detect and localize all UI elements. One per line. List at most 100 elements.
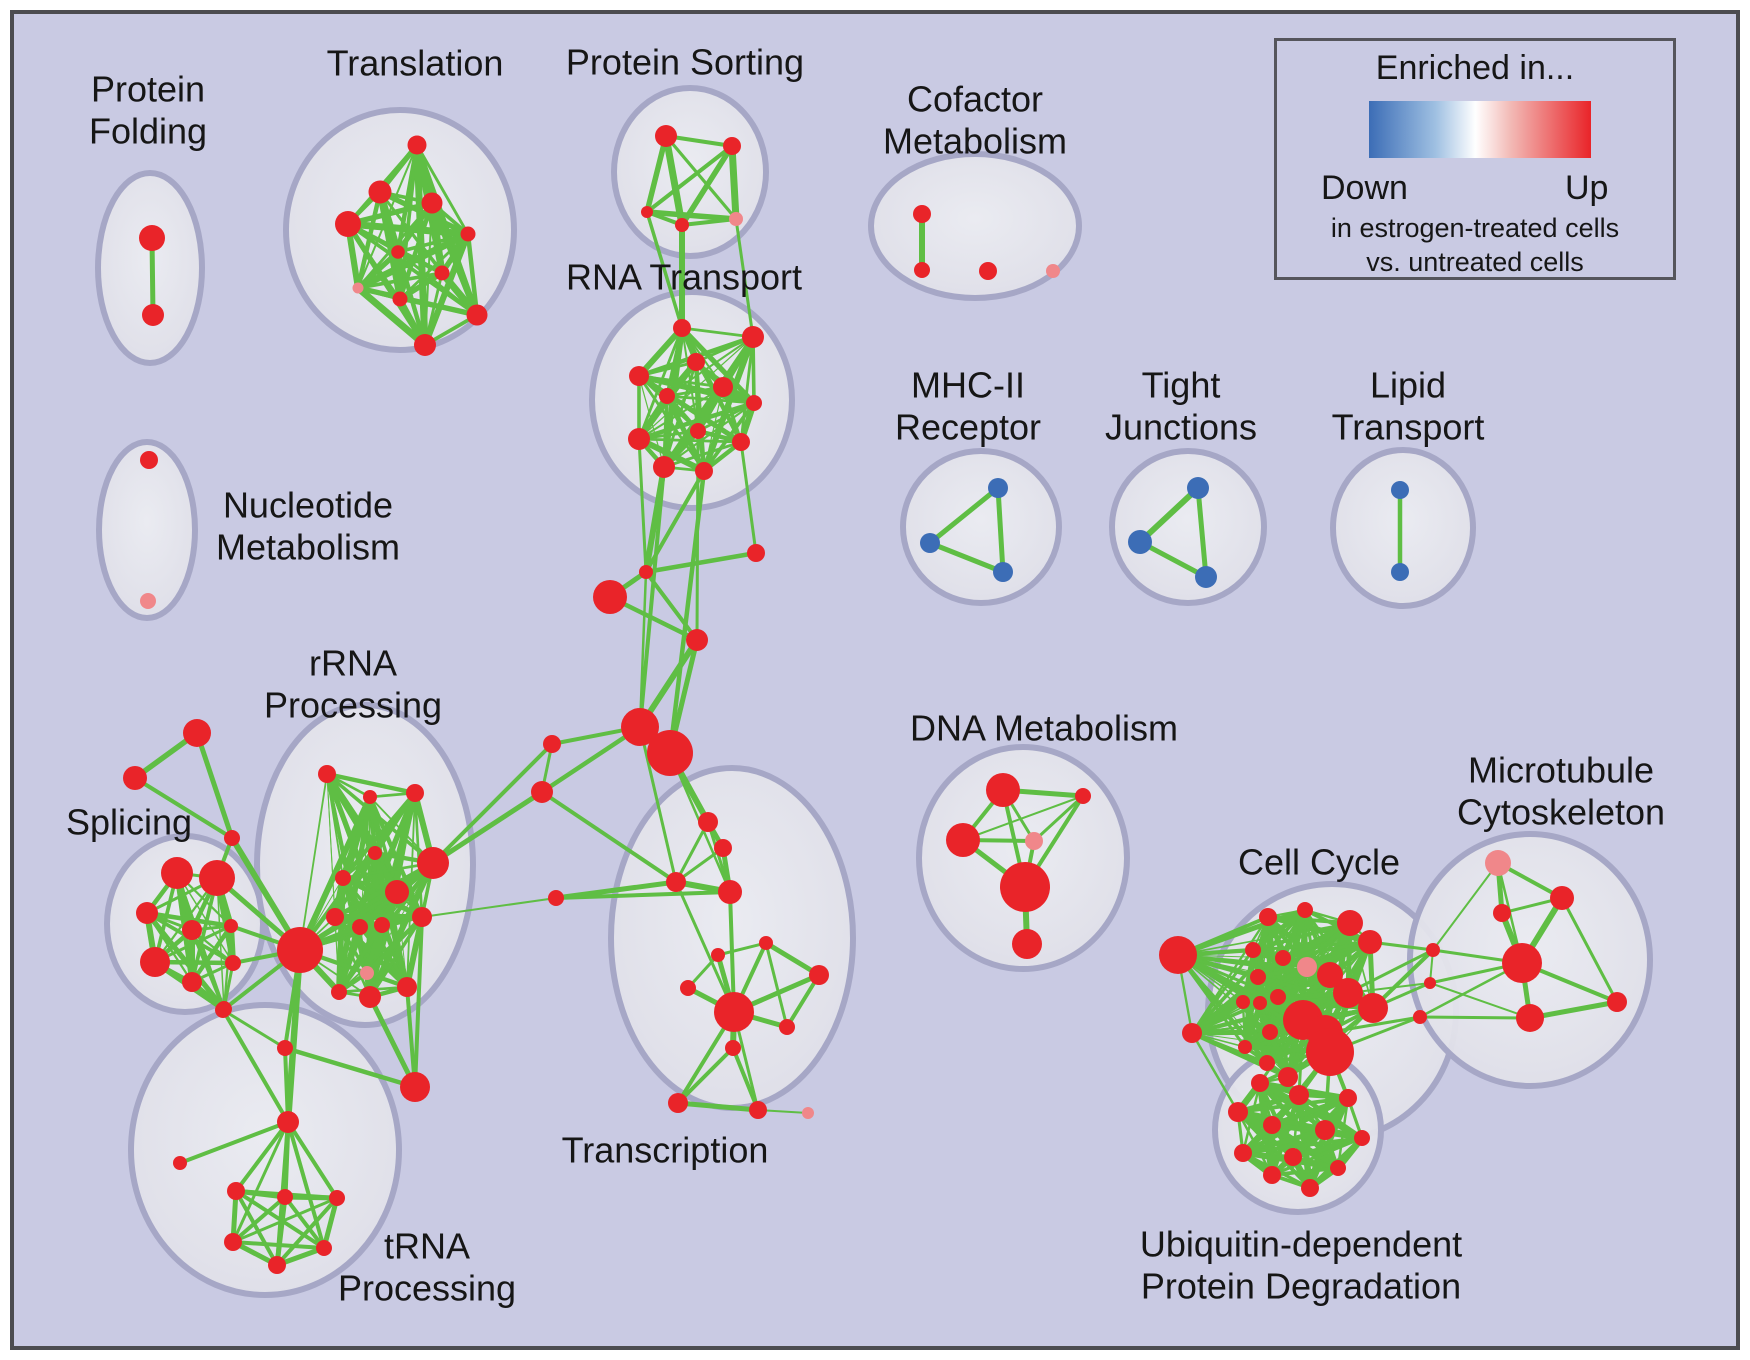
edge-link (194, 730, 235, 841)
cluster-microtubule-cytoskeleton-label: Microtubule (1468, 750, 1654, 791)
edge-rna-transport (751, 335, 756, 405)
edge-link (739, 440, 758, 555)
node-rna-transport (628, 428, 650, 450)
edge-ubiquitin-degradation (1270, 1136, 1364, 1177)
node-connector (593, 580, 627, 614)
node-connector (183, 719, 211, 747)
node-ubiquitin-degradation (1263, 1166, 1281, 1184)
node-dna-metabolism (946, 823, 980, 857)
node-trna-processing (316, 1240, 332, 1256)
edge-translation (398, 232, 470, 301)
node-connector (123, 766, 147, 790)
node-protein-sorting (729, 212, 743, 226)
node-ubiquitin-degradation (1251, 1074, 1269, 1092)
edge-link (413, 915, 424, 1089)
edge-protein-sorting (664, 134, 738, 221)
edge-link (1190, 1031, 1240, 1114)
edge-trna-processing (234, 1189, 279, 1267)
node-splicing (199, 860, 235, 896)
node-rrna-processing (374, 917, 390, 933)
cluster-protein-sorting-ellipse (611, 85, 769, 259)
node-ubiquitin-degradation (1228, 1102, 1248, 1122)
edge-mhc-ii-receptor (927, 485, 1001, 546)
edge-rrna-processing (381, 924, 408, 988)
edge-trna-processing (231, 1195, 287, 1244)
node-transcription (680, 980, 696, 996)
node-cell-cycle (1270, 989, 1286, 1005)
node-cell-cycle (1358, 930, 1382, 954)
edge-trna-processing (178, 1120, 290, 1165)
node-rna-transport (659, 388, 675, 404)
edge-protein-sorting (644, 133, 669, 215)
node-cofactor-metabolism (979, 262, 997, 280)
node-cell-cycle (1262, 1024, 1278, 1040)
node-protein-sorting (641, 206, 653, 218)
edge-link (367, 994, 418, 1090)
cluster-rna-transport-label: RNA Transport (566, 257, 802, 298)
node-cell-cycle (1333, 978, 1363, 1008)
node-protein-folding (139, 225, 165, 251)
edge-link (645, 210, 684, 330)
edge-ubiquitin-degradation (1236, 1096, 1350, 1114)
edge-cell-cycle (1251, 940, 1372, 952)
edge-rrna-processing (338, 916, 423, 993)
node-cell-cycle (1317, 962, 1343, 988)
node-rna-transport (742, 326, 764, 348)
edge-mhc-ii-receptor (927, 540, 1006, 575)
edge-translation (397, 270, 445, 302)
node-translation (391, 245, 405, 259)
node-transcription (718, 880, 742, 904)
node-tight-junctions (1128, 530, 1152, 554)
cluster-lipid-transport-label: Transport (1332, 407, 1485, 448)
cluster-cofactor-metabolism-ellipse (868, 151, 1082, 301)
edge-translation (423, 271, 444, 347)
cluster-microtubule-cytoskeleton-label: Cytoskeleton (1457, 792, 1665, 833)
edge-translation (398, 297, 479, 317)
node-microtubule-cytoskeleton (1426, 943, 1440, 957)
node-translation (407, 135, 427, 155)
node-cell-cycle (1306, 1028, 1354, 1076)
node-nucleotide-metabolism (140, 451, 158, 469)
cluster-rna-transport-ellipse (589, 289, 795, 511)
node-ubiquitin-degradation (1289, 1085, 1309, 1105)
edge-transcription (674, 820, 710, 884)
edge-link (421, 897, 557, 918)
edge-rrna-processing (297, 794, 373, 953)
node-cofactor-metabolism (1046, 264, 1060, 278)
edge-rna-transport (739, 335, 755, 444)
node-dna-metabolism (986, 773, 1020, 807)
node-rrna-processing (400, 1072, 430, 1102)
edge-tight-junctions (1137, 539, 1209, 580)
node-rna-transport (629, 366, 649, 386)
node-splicing (161, 857, 193, 889)
node-tight-junctions (1187, 477, 1209, 499)
cluster-trna-processing-label: tRNA (384, 1226, 470, 1267)
node-connector (224, 830, 240, 846)
edge-microtubule-cytoskeleton (1429, 982, 1531, 1019)
node-lipid-transport (1391, 563, 1409, 581)
node-translation (335, 211, 361, 237)
node-cell-cycle (1297, 902, 1313, 918)
edge-protein-sorting (644, 209, 739, 222)
node-trna-processing (268, 1256, 286, 1274)
node-rna-transport (687, 353, 705, 371)
node-rrna-processing (277, 927, 323, 973)
node-rrna-processing (385, 880, 409, 904)
edge-link (405, 985, 417, 1089)
node-ubiquitin-degradation (1234, 1144, 1252, 1162)
node-protein-folding (142, 304, 164, 326)
node-microtubule-cytoskeleton (1607, 992, 1627, 1012)
edge-cell-cycle (1250, 907, 1308, 953)
node-rrna-processing (360, 966, 374, 980)
cluster-splicing-label: Splicing (66, 802, 192, 843)
edge-translation (356, 271, 444, 290)
node-ubiquitin-degradation (1284, 1148, 1302, 1166)
cluster-dna-metabolism-label: DNA Metabolism (910, 708, 1178, 749)
edge-link (638, 570, 648, 729)
edge-link (539, 724, 643, 795)
cluster-cell-cycle-label: Cell Cycle (1238, 842, 1400, 883)
node-rrna-processing (359, 986, 381, 1008)
node-splicing (224, 919, 238, 933)
node-rna-transport (713, 377, 733, 397)
